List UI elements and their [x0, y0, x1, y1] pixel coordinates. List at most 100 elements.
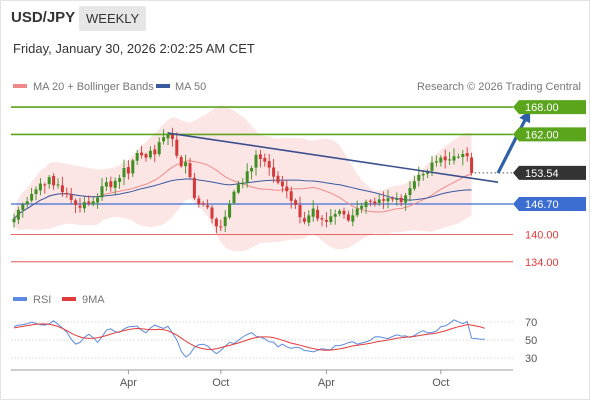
candle	[43, 182, 47, 194]
candle-body	[236, 184, 240, 193]
candle-body	[245, 171, 249, 183]
ma9-legend-label: 9MA	[82, 294, 105, 306]
candle	[96, 193, 100, 209]
legend-ma20: MA 20 + Bollinger Bands	[13, 81, 154, 93]
candle-body	[179, 157, 183, 167]
candle-body	[100, 186, 104, 198]
candle	[289, 186, 293, 209]
candle	[258, 149, 262, 168]
candle	[135, 150, 139, 165]
candle	[38, 178, 42, 196]
candle	[228, 200, 232, 220]
candle-body	[324, 220, 328, 222]
rsi-ma9-line	[13, 323, 485, 351]
candle-body	[170, 133, 174, 139]
candle	[60, 176, 64, 197]
candle	[34, 186, 38, 201]
candle-body	[109, 181, 113, 188]
candle	[439, 155, 443, 167]
candle	[311, 200, 315, 222]
candles	[12, 127, 474, 234]
candle-body	[78, 205, 82, 208]
ma9-swatch	[62, 297, 76, 301]
forecast-arrow-shaft	[496, 111, 531, 174]
candle-body	[157, 142, 161, 155]
candle	[223, 210, 227, 233]
candle-body	[434, 161, 438, 163]
candle-body	[113, 180, 117, 188]
rsi-legend-label: RSI	[33, 294, 51, 306]
level-tag-resistance	[513, 127, 586, 142]
candle-body	[140, 152, 144, 156]
candle-body	[285, 186, 289, 192]
candle-body	[439, 157, 443, 163]
candle-body	[320, 218, 324, 220]
rsi-tick-label: 70	[525, 317, 537, 329]
candle-body	[386, 198, 390, 202]
candle	[184, 154, 188, 174]
candle	[404, 192, 408, 211]
level-label-last: 153.54	[525, 168, 559, 180]
candle	[206, 199, 210, 210]
candle-body	[52, 175, 56, 186]
candle-body	[201, 203, 205, 205]
candle-body	[197, 198, 201, 205]
candle	[461, 150, 465, 166]
candle-body	[351, 215, 355, 222]
candle	[386, 189, 390, 209]
candle-body	[34, 189, 38, 195]
candle-body	[404, 195, 408, 203]
copyright-label: Research © 2026 Trading Central	[417, 81, 581, 93]
candle	[448, 151, 452, 166]
candle-body	[368, 200, 372, 202]
candle-body	[153, 149, 157, 155]
candle-body	[96, 197, 100, 203]
candle	[443, 149, 447, 169]
candle	[408, 180, 412, 202]
candle	[179, 155, 183, 168]
candle	[272, 158, 276, 183]
candle-body	[470, 157, 474, 174]
candle	[236, 180, 240, 195]
candle	[346, 210, 350, 222]
candle-body	[443, 156, 447, 161]
candle	[390, 196, 394, 202]
ma50-swatch	[156, 84, 170, 88]
candle-body	[311, 208, 315, 217]
candle-body	[263, 157, 267, 162]
candle-body	[210, 207, 214, 219]
candle-body	[12, 218, 16, 223]
candle	[201, 200, 205, 207]
candle	[131, 158, 135, 178]
candle-body	[272, 167, 276, 177]
candle-body	[364, 201, 368, 208]
candle	[74, 198, 78, 214]
candle-body	[16, 209, 20, 220]
candle	[377, 194, 381, 206]
candle-body	[280, 181, 284, 187]
candle-body	[329, 216, 333, 223]
candle-body	[206, 205, 210, 208]
level-tag-target	[513, 100, 586, 115]
candle	[210, 205, 214, 224]
candle	[148, 146, 152, 160]
candle	[285, 179, 289, 199]
period-badge[interactable]: WEEKLY	[79, 6, 147, 31]
candle	[338, 208, 342, 217]
candle-body	[232, 191, 236, 203]
candle-body	[307, 215, 311, 223]
candle-body	[258, 154, 262, 159]
candle-body	[298, 205, 302, 218]
candle	[25, 196, 29, 208]
candle	[364, 199, 368, 214]
candle	[12, 213, 16, 228]
candle-body	[65, 192, 69, 195]
candle	[52, 173, 56, 190]
candle-body	[214, 218, 218, 227]
candle-body	[373, 201, 377, 204]
candle-body	[355, 208, 359, 216]
candle	[109, 176, 113, 192]
rsi-tick-label: 30	[525, 353, 537, 365]
candle	[373, 197, 377, 207]
candle	[100, 177, 104, 201]
